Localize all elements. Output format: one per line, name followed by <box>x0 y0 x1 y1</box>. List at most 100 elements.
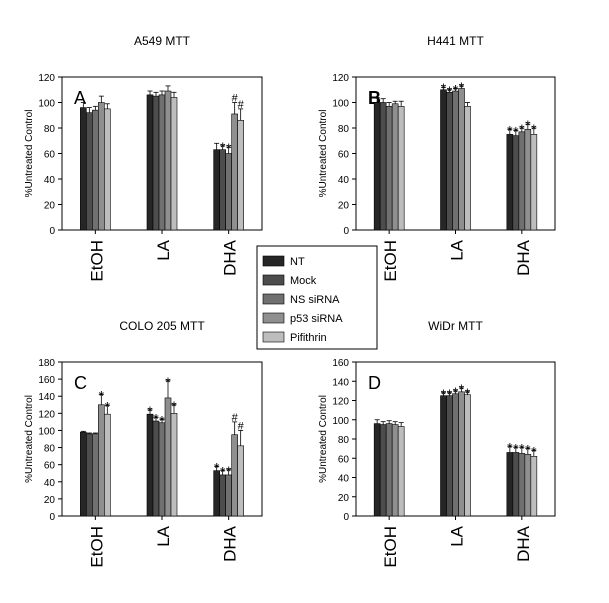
bar <box>506 452 514 517</box>
y-tick-label: 20 <box>44 201 56 212</box>
legend-swatch <box>262 312 285 324</box>
y-tick-label: 120 <box>38 73 55 84</box>
significance-mark: # <box>232 412 239 424</box>
significance-mark: * <box>226 463 232 479</box>
bar <box>213 470 220 517</box>
significance-mark: * <box>519 441 525 457</box>
y-tick-label: 0 <box>343 512 349 523</box>
significance-mark: * <box>165 374 171 390</box>
bar <box>379 102 387 231</box>
bar <box>518 453 526 517</box>
legend-swatch <box>262 255 285 267</box>
y-axis-label: %Untreated Control <box>318 110 329 198</box>
category-label: EtOH <box>381 526 400 568</box>
y-tick-label: 0 <box>49 226 55 237</box>
y-tick-label: 60 <box>338 454 350 465</box>
legend-label: p53 siRNA <box>290 313 343 325</box>
bar <box>391 424 399 517</box>
y-tick-label: 40 <box>338 474 350 485</box>
bar <box>237 445 244 517</box>
bar <box>373 423 381 517</box>
y-tick-label: 40 <box>44 175 56 186</box>
significance-mark: * <box>531 121 537 137</box>
chart-title: A549 MTT <box>134 34 191 48</box>
panel-a: A549 MTT A %Untreated Control 0 20 40 60 80 100 1… <box>24 34 263 282</box>
bar <box>373 102 381 231</box>
legend-swatch <box>262 293 285 305</box>
y-axis-label: %Untreated Control <box>24 110 35 198</box>
bar <box>104 413 111 517</box>
chart-title: H441 MTT <box>427 34 484 48</box>
significance-mark: * <box>453 384 459 400</box>
y-tick-label: 100 <box>38 426 55 437</box>
category-label: LA <box>154 239 173 260</box>
bar <box>146 94 154 231</box>
bar <box>104 108 111 231</box>
significance-mark: * <box>507 122 513 138</box>
y-tick-label: 80 <box>338 435 350 446</box>
legend: NT Mock NS siRNA p53 siRNA Pifithrin <box>256 245 378 350</box>
significance-mark: * <box>531 444 537 460</box>
y-tick-label: 60 <box>44 461 56 472</box>
significance-mark: * <box>459 79 465 95</box>
bar <box>92 109 99 231</box>
bar <box>464 394 471 517</box>
bar <box>524 128 532 231</box>
bar <box>518 131 526 231</box>
category-label: EtOH <box>87 240 106 282</box>
legend-label: Mock <box>290 275 317 287</box>
category-label: LA <box>448 525 467 546</box>
bar <box>458 88 465 231</box>
bar <box>446 92 453 231</box>
bar <box>152 95 160 231</box>
panel-letter: C <box>74 373 87 393</box>
bar <box>86 112 93 231</box>
y-tick-label: 0 <box>49 512 55 523</box>
significance-mark: * <box>171 398 177 414</box>
significance-mark: * <box>459 381 465 397</box>
panel-letter: D <box>368 373 381 393</box>
bar <box>225 474 232 517</box>
category-label: LA <box>448 239 467 260</box>
bar <box>219 474 226 517</box>
y-tick-label: 120 <box>332 397 349 408</box>
significance-mark: * <box>447 386 453 402</box>
significance-mark: * <box>99 388 105 404</box>
y-tick-label: 60 <box>338 150 350 161</box>
bar <box>446 395 453 517</box>
bar <box>397 106 405 231</box>
bar <box>524 454 532 517</box>
significance-mark: * <box>447 83 453 99</box>
significance-mark: * <box>226 140 232 156</box>
significance-mark: * <box>441 386 447 402</box>
legend-label: NS siRNA <box>290 294 340 306</box>
bar <box>530 134 538 231</box>
y-tick-label: 100 <box>332 99 349 110</box>
bar <box>231 113 238 231</box>
significance-mark: * <box>507 440 513 456</box>
y-tick-label: 40 <box>44 478 56 489</box>
bar <box>464 106 471 231</box>
significance-mark: * <box>105 399 111 415</box>
legend-label: Pifithrin <box>290 332 327 344</box>
bar <box>397 426 405 517</box>
bar <box>170 97 178 231</box>
category-label: DHA <box>514 239 533 276</box>
category-label: EtOH <box>87 526 106 568</box>
category-label: DHA <box>514 525 533 562</box>
bar <box>86 433 93 517</box>
bar <box>80 431 87 517</box>
chart-title: WiDr MTT <box>428 319 483 333</box>
y-tick-label: 20 <box>338 493 350 504</box>
significance-mark: * <box>153 411 159 427</box>
y-tick-label: 40 <box>338 175 350 186</box>
bar <box>213 149 220 231</box>
bar <box>385 106 393 231</box>
legend-swatch <box>262 274 285 286</box>
chart-title: COLO 205 MTT <box>119 319 205 333</box>
bar <box>146 413 154 517</box>
y-tick-label: 60 <box>44 150 56 161</box>
bar <box>530 456 538 517</box>
